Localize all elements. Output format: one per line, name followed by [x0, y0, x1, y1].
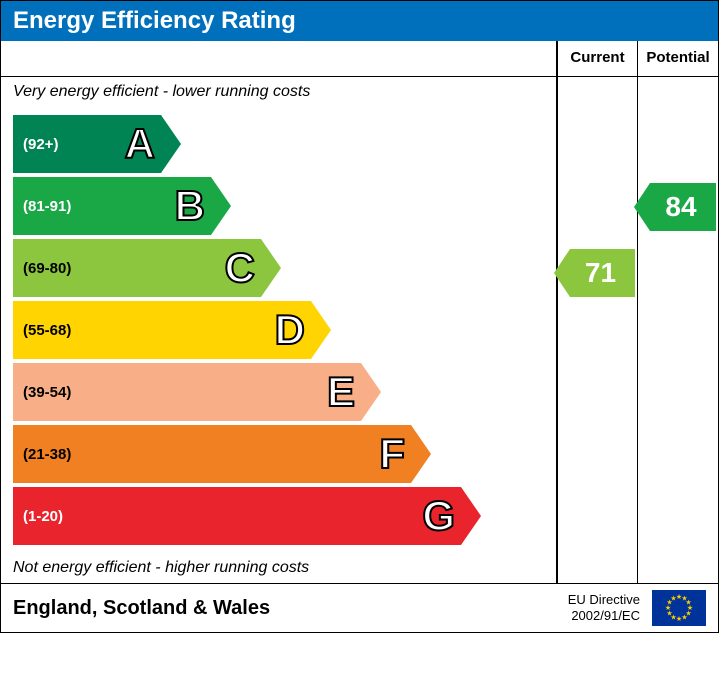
- band-range: (69-80): [13, 260, 71, 277]
- eu-flag-icon: ★★★★★★★★★★★★: [652, 590, 706, 626]
- band-a: (92+) A: [13, 115, 161, 173]
- current-marker: 71: [570, 249, 635, 297]
- band-letter: D: [275, 306, 305, 354]
- band-range: (21-38): [13, 446, 71, 463]
- region-label: England, Scotland & Wales: [13, 597, 556, 620]
- band-g: (1-20) G: [13, 487, 461, 545]
- chart-body: Very energy efficient - lower running co…: [1, 41, 718, 584]
- band-b: (81-91) B: [13, 177, 211, 235]
- band-letter: G: [422, 492, 455, 540]
- top-caption: Very energy efficient - lower running co…: [1, 77, 556, 107]
- bottom-caption: Not energy efficient - higher running co…: [1, 553, 556, 583]
- band-range: (39-54): [13, 384, 71, 401]
- band-e: (39-54) E: [13, 363, 361, 421]
- band-letter: C: [225, 244, 255, 292]
- chart-title: Energy Efficiency Rating: [1, 1, 718, 41]
- bands-list: (92+) A (81-91) B (69-80) C (55-68) D (39-54) E (2…: [1, 107, 556, 553]
- band-range: (1-20): [13, 508, 63, 525]
- potential-body: 84: [638, 77, 718, 583]
- band-f: (21-38) F: [13, 425, 411, 483]
- band-range: (81-91): [13, 198, 71, 215]
- epc-chart: Energy Efficiency Rating Very energy eff…: [0, 0, 719, 633]
- current-body: 71: [558, 77, 637, 583]
- bands-panel: Very energy efficient - lower running co…: [1, 41, 558, 583]
- footer: England, Scotland & Wales EU Directive 2…: [1, 584, 718, 632]
- header-spacer: [1, 41, 556, 77]
- band-range: (55-68): [13, 322, 71, 339]
- band-letter: A: [125, 120, 155, 168]
- band-letter: F: [379, 430, 405, 478]
- band-d: (55-68) D: [13, 301, 311, 359]
- directive-line1: EU Directive: [568, 592, 640, 607]
- directive-line2: 2002/91/EC: [571, 608, 640, 623]
- band-c: (69-80) C: [13, 239, 261, 297]
- potential-header: Potential: [638, 41, 718, 77]
- band-letter: E: [327, 368, 355, 416]
- potential-marker: 84: [650, 183, 716, 231]
- current-column: Current 71: [558, 41, 638, 583]
- current-header: Current: [558, 41, 637, 77]
- band-range: (92+): [13, 136, 58, 153]
- directive-label: EU Directive 2002/91/EC: [568, 592, 640, 623]
- potential-column: Potential 84: [638, 41, 718, 583]
- band-letter: B: [175, 182, 205, 230]
